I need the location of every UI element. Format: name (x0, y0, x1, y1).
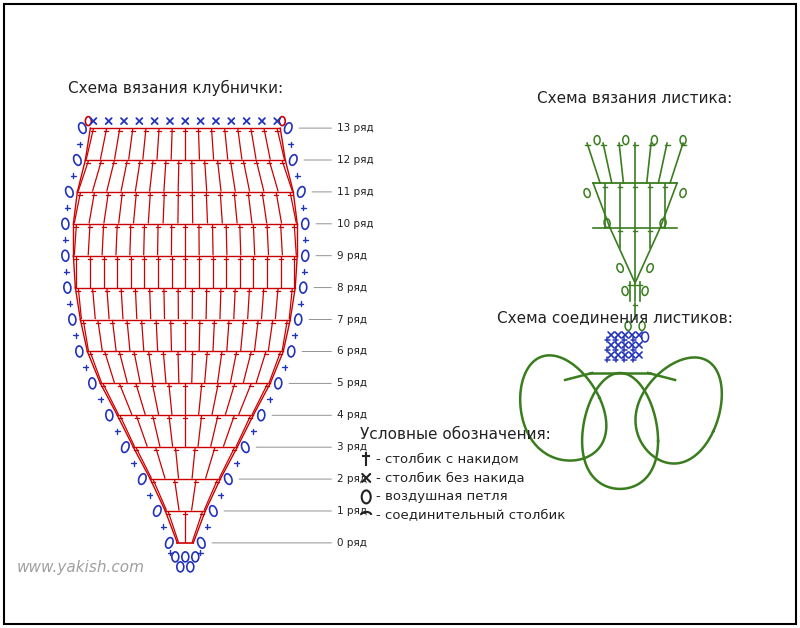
Text: 11 ряд: 11 ряд (338, 187, 374, 197)
Text: 2 ряд: 2 ряд (338, 474, 367, 484)
Text: 13 ряд: 13 ряд (338, 123, 374, 133)
Text: Схема соединения листиков:: Схема соединения листиков: (497, 310, 733, 325)
Text: 1 ряд: 1 ряд (338, 506, 367, 516)
Text: 7 ряд: 7 ряд (338, 315, 367, 325)
Text: Условные обозначения:: Условные обозначения: (360, 428, 551, 443)
Text: 3 ряд: 3 ряд (338, 442, 367, 452)
Text: 12 ряд: 12 ряд (338, 155, 374, 165)
Text: Схема вязания клубнички:: Схема вязания клубнички: (68, 80, 283, 96)
Text: Схема вязания листика:: Схема вязания листика: (538, 90, 733, 106)
Text: 4 ряд: 4 ряд (338, 410, 367, 420)
Text: - соединительный столбик: - соединительный столбик (376, 509, 566, 521)
Text: 5 ряд: 5 ряд (338, 378, 367, 388)
Text: - столбик с накидом: - столбик с накидом (376, 452, 519, 465)
Text: www.yakish.com: www.yakish.com (16, 560, 144, 575)
Text: - воздушная петля: - воздушная петля (376, 490, 508, 504)
Text: 8 ряд: 8 ряд (338, 283, 367, 293)
Text: 0 ряд: 0 ряд (338, 538, 367, 548)
Text: 9 ряд: 9 ряд (338, 251, 367, 261)
Text: 6 ряд: 6 ряд (338, 347, 367, 357)
Text: 10 ряд: 10 ряд (338, 219, 374, 229)
Text: - столбик без накида: - столбик без накида (376, 472, 525, 484)
